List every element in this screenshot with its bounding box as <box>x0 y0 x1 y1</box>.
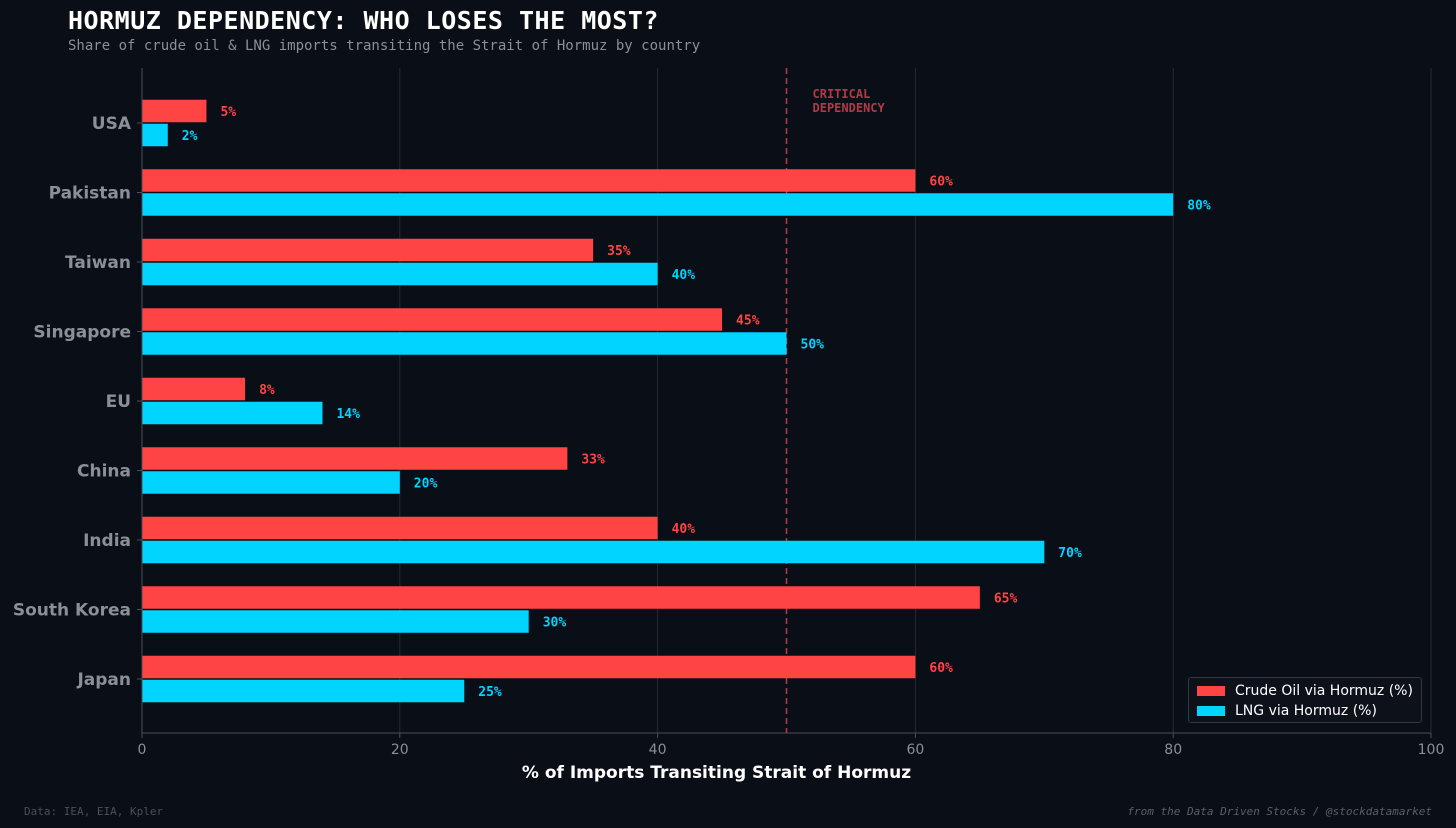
bar-crude <box>142 169 916 192</box>
bar-crude <box>142 586 980 609</box>
data-source-note: Data: IEA, EIA, Kpler <box>24 805 164 818</box>
bar-lng <box>142 193 1174 216</box>
data-label-crude: 40% <box>672 522 696 537</box>
data-label-crude: 65% <box>994 592 1018 607</box>
x-tick-label: 60 <box>906 742 924 758</box>
data-label-lng: 14% <box>336 407 360 422</box>
bar-crude <box>142 655 916 679</box>
legend-item-crude: Crude Oil via Hormuz (%) <box>1197 681 1413 701</box>
bar-crude <box>142 308 723 331</box>
bar-crude <box>142 377 246 401</box>
data-label-lng: 50% <box>801 338 825 353</box>
data-label-lng: 2% <box>182 129 198 144</box>
bar-lng <box>142 610 529 633</box>
credit-note: from the Data Driven Stocks / @stockdata… <box>1127 805 1432 818</box>
critical-threshold-label: DEPENDENCY <box>813 101 886 115</box>
data-label-lng: 40% <box>672 268 696 283</box>
category-label: Singapore <box>33 323 131 343</box>
chart-subtitle: Share of crude oil & LNG imports transit… <box>68 38 701 54</box>
x-axis-label: % of Imports Transiting Strait of Hormuz <box>522 763 911 783</box>
category-label: China <box>77 462 131 482</box>
x-tick-label: 100 <box>1418 742 1445 758</box>
x-tick-label: 0 <box>138 742 147 758</box>
data-label-crude: 35% <box>607 244 631 259</box>
legend-swatch-lng <box>1197 706 1225 716</box>
x-tick-label: 80 <box>1164 742 1182 758</box>
chart-title: HORMUZ DEPENDENCY: WHO LOSES THE MOST? <box>68 6 659 35</box>
bar-crude <box>142 99 207 123</box>
category-label: Pakistan <box>49 184 131 204</box>
chart-legend: Crude Oil via Hormuz (%) LNG via Hormuz … <box>1188 677 1422 723</box>
legend-swatch-crude <box>1197 686 1225 696</box>
data-label-crude: 8% <box>259 383 275 398</box>
bar-lng <box>142 332 787 355</box>
bar-lng <box>142 540 1045 564</box>
data-label-lng: 70% <box>1058 546 1082 561</box>
data-label-lng: 80% <box>1187 199 1211 214</box>
category-label: South Korea <box>13 601 131 621</box>
bar-lng <box>142 679 465 703</box>
data-label-crude: 60% <box>929 661 953 676</box>
category-label: EU <box>106 392 131 412</box>
data-label-crude: 5% <box>220 105 236 120</box>
data-label-crude: 45% <box>736 314 760 329</box>
bar-crude <box>142 516 658 540</box>
bar-lng <box>142 123 168 147</box>
data-label-crude: 33% <box>581 453 605 468</box>
data-label-lng: 30% <box>543 616 567 631</box>
critical-threshold-label: CRITICAL <box>813 87 871 101</box>
legend-label-crude: Crude Oil via Hormuz (%) <box>1235 683 1413 699</box>
x-tick-label: 40 <box>649 742 667 758</box>
data-label-crude: 60% <box>929 175 953 190</box>
category-label: Taiwan <box>65 253 131 273</box>
legend-item-lng: LNG via Hormuz (%) <box>1197 701 1413 721</box>
bar-lng <box>142 262 658 286</box>
category-label: Japan <box>76 670 131 690</box>
bar-crude <box>142 238 594 262</box>
data-label-lng: 25% <box>478 685 502 700</box>
bar-crude <box>142 447 568 470</box>
bar-lng <box>142 471 400 494</box>
legend-label-lng: LNG via Hormuz (%) <box>1235 703 1377 719</box>
category-label: India <box>83 531 131 551</box>
data-label-lng: 20% <box>414 477 438 492</box>
bar-lng <box>142 401 323 425</box>
category-label: USA <box>92 114 132 134</box>
x-tick-label: 20 <box>391 742 409 758</box>
